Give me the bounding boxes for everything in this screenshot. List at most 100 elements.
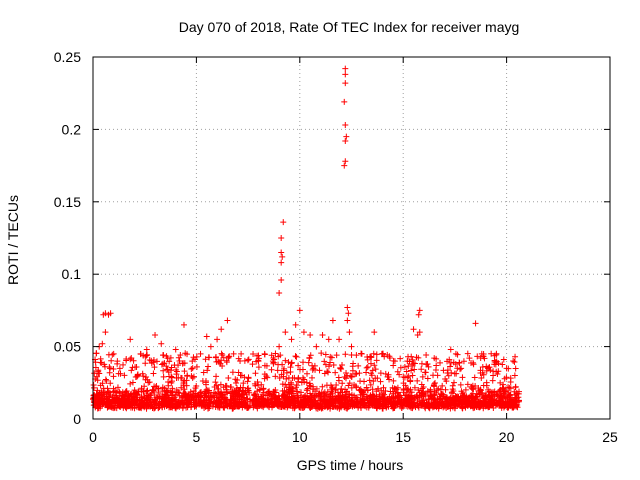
- data-point: [224, 317, 231, 324]
- data-point: [197, 350, 204, 357]
- data-point: [474, 353, 481, 360]
- data-point: [274, 367, 281, 374]
- data-point: [218, 350, 225, 357]
- data-point: [106, 389, 113, 396]
- data-point: [303, 379, 310, 386]
- data-point: [213, 373, 220, 380]
- data-point: [490, 404, 497, 411]
- data-point: [244, 378, 251, 385]
- data-point: [110, 365, 117, 372]
- data-point: [196, 400, 203, 407]
- data-point: [324, 368, 331, 375]
- data-point: [261, 400, 268, 407]
- data-point: [245, 356, 252, 363]
- data-point: [339, 380, 346, 387]
- data-point: [409, 356, 416, 363]
- data-point: [342, 158, 349, 165]
- data-point: [460, 358, 467, 365]
- data-point: [105, 398, 112, 405]
- data-point: [94, 400, 101, 407]
- data-point: [437, 359, 444, 366]
- data-point: [250, 404, 257, 411]
- data-point: [384, 373, 391, 380]
- data-point: [466, 355, 473, 362]
- data-point: [345, 401, 352, 408]
- data-point: [295, 397, 302, 404]
- data-point: [238, 372, 245, 379]
- data-point: [107, 380, 114, 387]
- data-point: [106, 364, 113, 371]
- data-point: [216, 403, 223, 410]
- data-point: [419, 373, 426, 380]
- data-point: [150, 370, 157, 377]
- data-point: [111, 404, 118, 411]
- data-point: [202, 356, 209, 363]
- data-point: [435, 385, 442, 392]
- data-point: [98, 391, 105, 398]
- data-point: [377, 378, 384, 385]
- data-point: [452, 400, 459, 407]
- data-point: [346, 380, 353, 387]
- data-point: [472, 393, 479, 400]
- data-point: [251, 380, 258, 387]
- data-point: [137, 350, 144, 357]
- data-point: [114, 384, 121, 391]
- data-point: [193, 363, 200, 370]
- data-point: [511, 358, 518, 365]
- data-point: [347, 372, 354, 379]
- data-point: [261, 362, 268, 369]
- data-point: [258, 398, 265, 405]
- data-point: [330, 361, 337, 368]
- data-point: [124, 398, 131, 405]
- data-point: [165, 379, 172, 386]
- data-point: [401, 400, 408, 407]
- data-point: [313, 343, 320, 350]
- data-point: [268, 401, 275, 408]
- data-point: [175, 354, 182, 361]
- data-point: [243, 396, 250, 403]
- data-point: [342, 375, 349, 382]
- data-point: [283, 394, 290, 401]
- data-point: [175, 362, 182, 369]
- data-point: [391, 358, 398, 365]
- data-point: [396, 371, 403, 378]
- data-point: [108, 357, 115, 364]
- data-point: [179, 360, 186, 367]
- data-point: [104, 404, 111, 411]
- data-point: [375, 403, 382, 410]
- data-point: [163, 363, 170, 370]
- data-point: [376, 395, 383, 402]
- data-point: [348, 351, 355, 358]
- data-point: [152, 397, 159, 404]
- data-point: [133, 392, 140, 399]
- data-point: [358, 350, 365, 357]
- data-point: [322, 351, 329, 358]
- data-point: [214, 336, 221, 343]
- data-point: [383, 397, 390, 404]
- data-point: [344, 304, 351, 311]
- data-point: [139, 370, 146, 377]
- data-point: [505, 384, 512, 391]
- data-point: [485, 400, 492, 407]
- data-point: [121, 372, 128, 379]
- data-point: [212, 354, 219, 361]
- data-point: [125, 403, 132, 410]
- data-point: [141, 393, 148, 400]
- data-point: [393, 386, 400, 393]
- data-point: [294, 392, 301, 399]
- data-point: [298, 394, 305, 401]
- data-point: [511, 372, 518, 379]
- y-tick-label: 0.05: [54, 339, 81, 355]
- data-point: [301, 404, 308, 411]
- data-point: [209, 403, 216, 410]
- data-point: [98, 359, 105, 366]
- data-point: [246, 389, 253, 396]
- data-point: [133, 402, 140, 409]
- data-point: [387, 388, 394, 395]
- data-point: [451, 370, 458, 377]
- data-point: [328, 384, 335, 391]
- data-point: [168, 389, 175, 396]
- data-point: [279, 387, 286, 394]
- data-point: [467, 403, 474, 410]
- data-point: [367, 360, 374, 367]
